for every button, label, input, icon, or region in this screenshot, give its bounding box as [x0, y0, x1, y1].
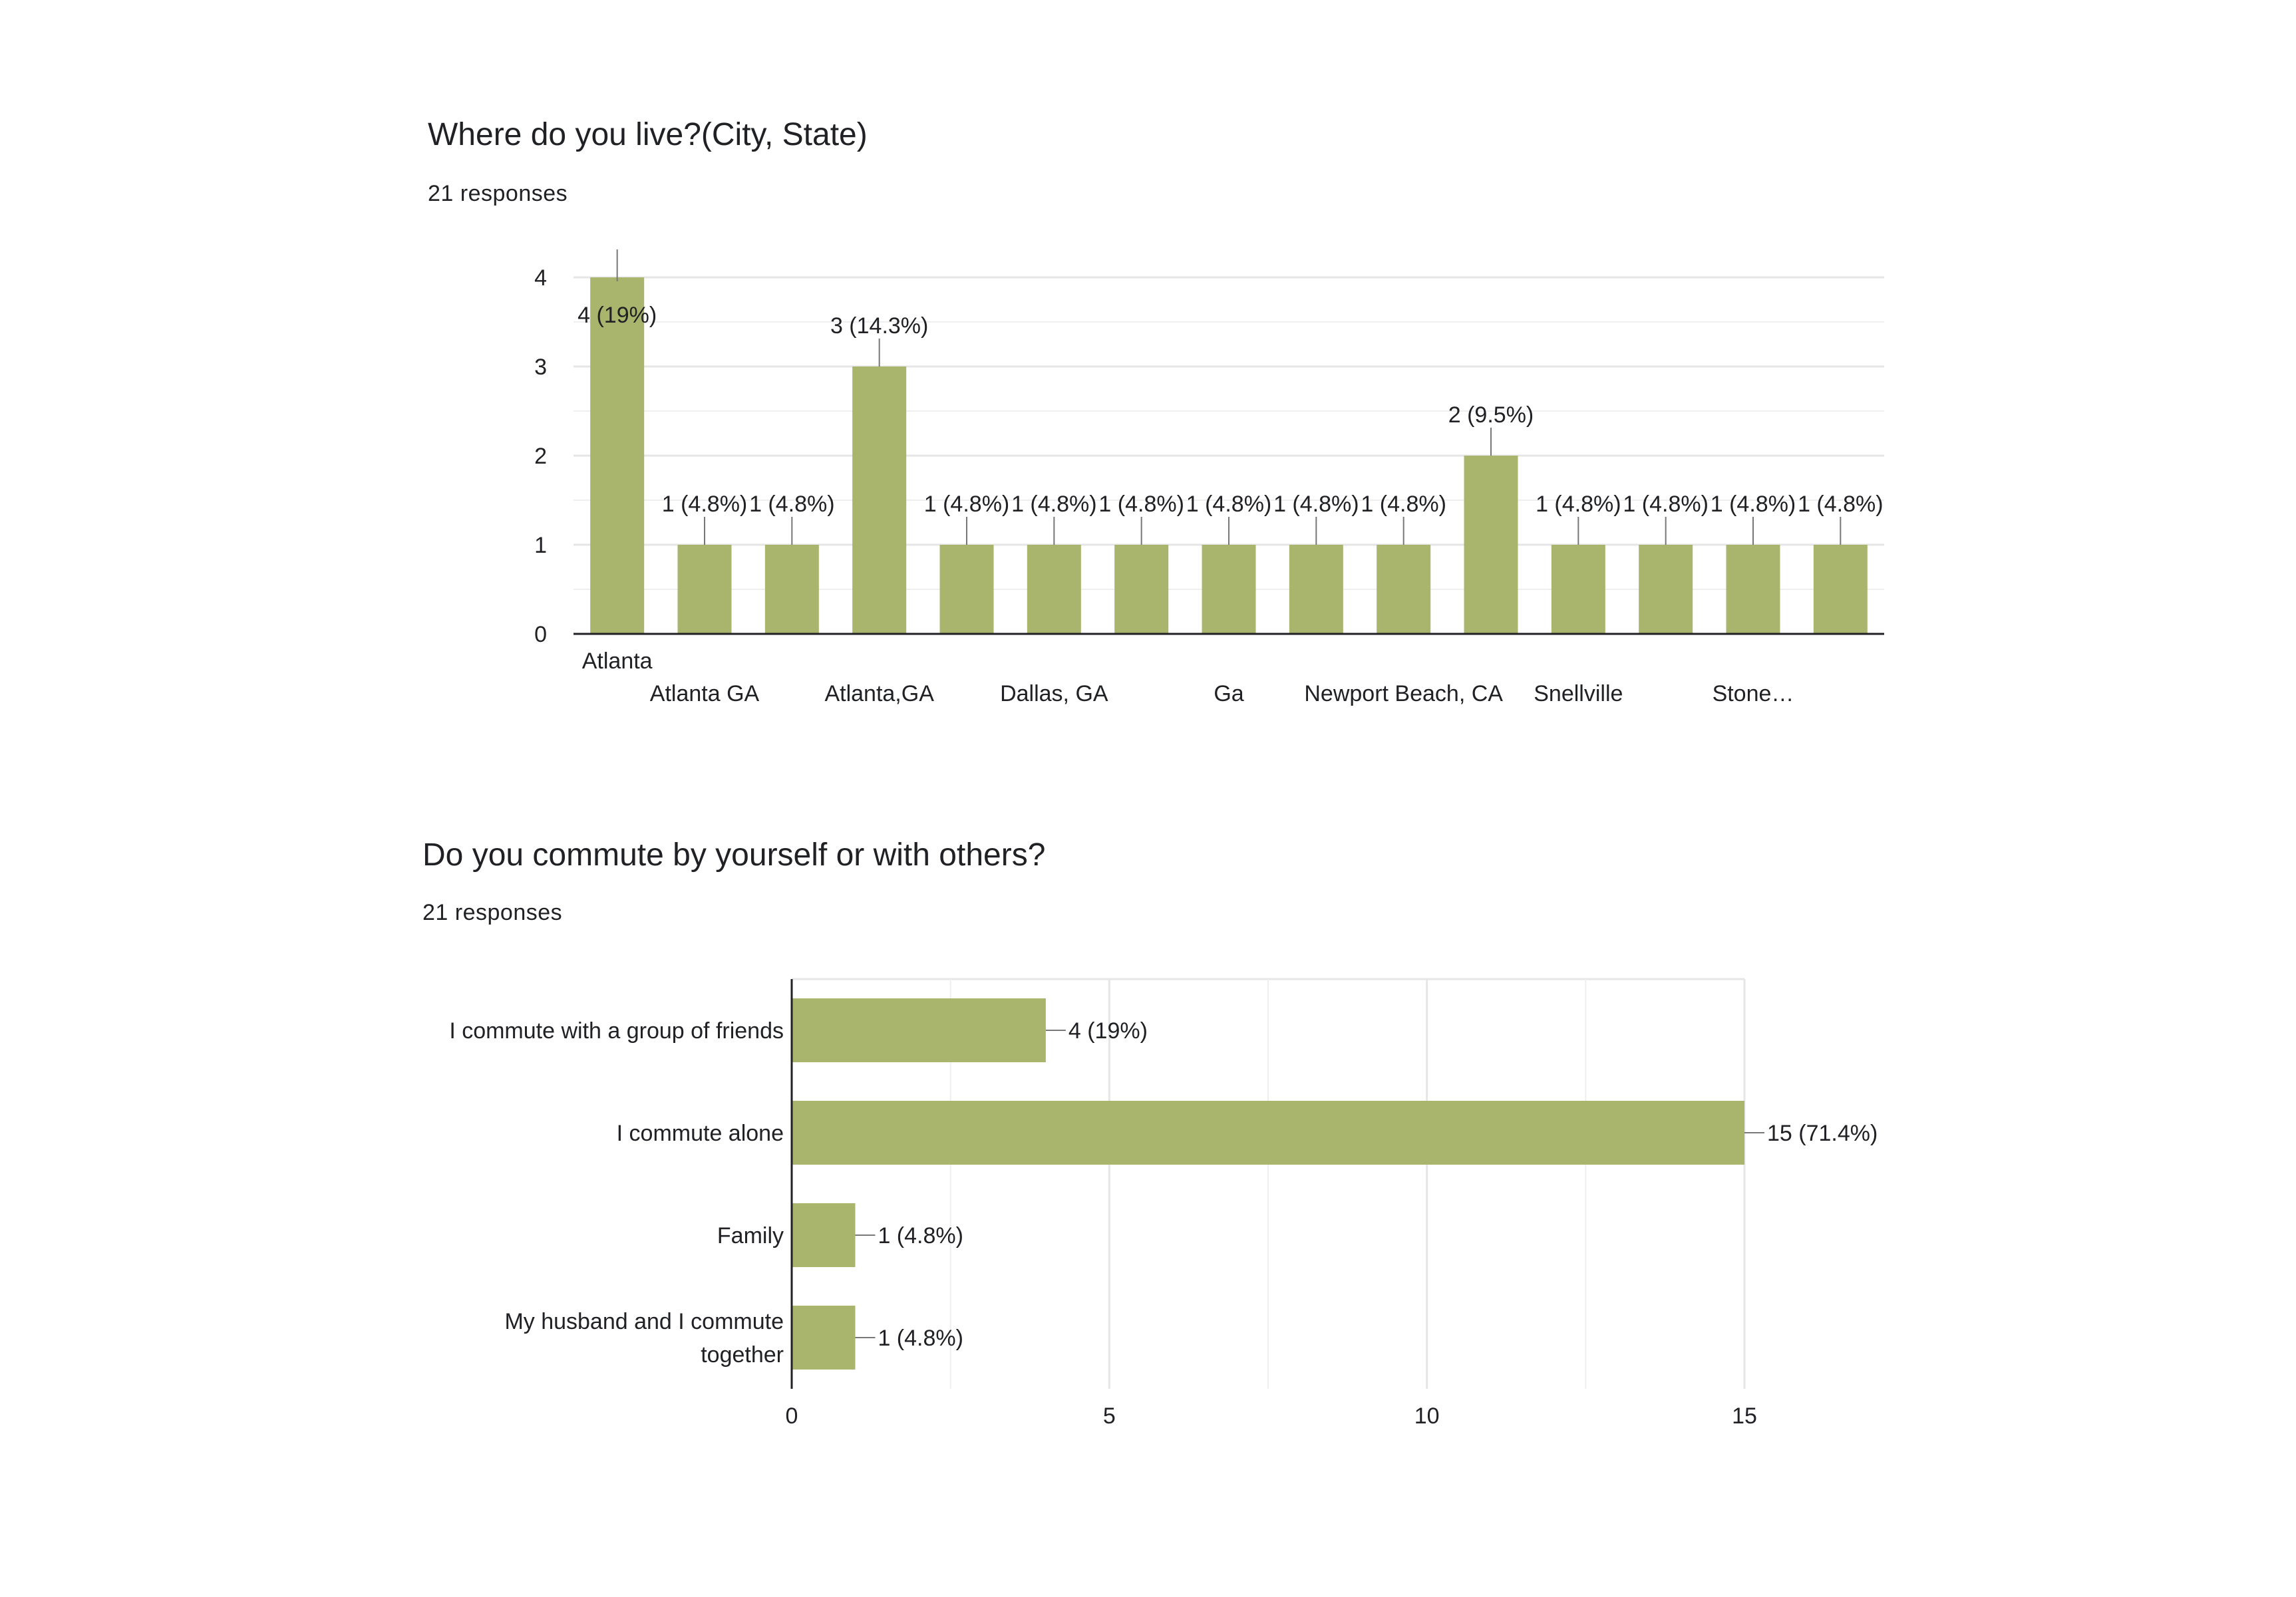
bar — [792, 1306, 856, 1370]
data-label: 1 (4.8%) — [878, 1223, 963, 1248]
y-tick-label: My husband and I commute — [504, 1309, 784, 1334]
y-tick-label: 4 — [534, 265, 547, 291]
x-tick-label: Atlanta,GA — [824, 681, 934, 706]
data-label: 4 (19%) — [1068, 1018, 1148, 1044]
bar — [939, 545, 994, 634]
x-tick-label: Atlanta — [582, 649, 653, 674]
data-label: 1 (4.8%) — [878, 1326, 963, 1351]
x-tick-label: 0 — [786, 1403, 798, 1429]
data-label: 1 (4.8%) — [924, 492, 1010, 517]
question-title-commute: Do you commute by yourself or with other… — [422, 837, 1046, 873]
data-label: 1 (4.8%) — [1186, 492, 1272, 517]
data-label: 4 (19%) — [577, 303, 657, 328]
y-tick-label: 3 — [534, 355, 547, 380]
y-tick-label: together — [701, 1342, 784, 1368]
bar — [1027, 545, 1081, 634]
data-label: 1 (4.8%) — [1098, 492, 1184, 517]
x-tick-label: Newport Beach, CA — [1304, 681, 1503, 706]
bar — [677, 545, 732, 634]
x-tick-label: 15 — [1732, 1403, 1757, 1429]
data-label: 1 (4.8%) — [1536, 492, 1621, 517]
x-tick-label: Stone… — [1713, 681, 1794, 706]
y-tick-label: I commute with a group of friends — [449, 1018, 784, 1044]
bar — [764, 545, 819, 634]
bar — [852, 366, 907, 634]
data-label: 1 (4.8%) — [1011, 492, 1097, 517]
bar — [1289, 545, 1343, 634]
data-label: 1 (4.8%) — [1361, 492, 1446, 517]
bar — [792, 1203, 856, 1267]
bar — [590, 277, 645, 634]
response-count-commute: 21 responses — [422, 900, 563, 925]
bar — [1813, 545, 1868, 634]
y-tick-label: 2 — [534, 444, 547, 469]
bar — [1639, 545, 1693, 634]
bar — [1202, 545, 1256, 634]
y-tick-label: 1 — [534, 533, 547, 558]
y-tick-label: Family — [717, 1223, 784, 1248]
bar — [792, 1101, 1744, 1165]
x-tick-label: 5 — [1103, 1403, 1116, 1429]
x-tick-label: Ga — [1214, 681, 1243, 706]
bar — [792, 998, 1046, 1062]
response-count-location: 21 responses — [428, 181, 568, 206]
bar — [1114, 545, 1169, 634]
data-label: 1 (4.8%) — [749, 492, 835, 517]
data-label: 15 (71.4%) — [1767, 1121, 1878, 1146]
data-label: 1 (4.8%) — [1711, 492, 1796, 517]
data-label: 1 (4.8%) — [1623, 492, 1709, 517]
data-label: 1 (4.8%) — [1798, 492, 1884, 517]
bar — [1377, 545, 1431, 634]
y-tick-label: 0 — [534, 622, 547, 647]
x-tick-label: Atlanta GA — [650, 681, 760, 706]
x-tick-label: Snellville — [1534, 681, 1623, 706]
x-tick-label: 10 — [1414, 1403, 1440, 1429]
data-label: 1 (4.8%) — [662, 492, 748, 517]
bar — [1551, 545, 1605, 634]
bar — [1464, 456, 1518, 634]
data-label: 1 (4.8%) — [1273, 492, 1359, 517]
data-label: 3 (14.3%) — [830, 313, 928, 339]
data-label: 2 (9.5%) — [1448, 402, 1534, 428]
question-title-location: Where do you live?(City, State) — [428, 117, 868, 152]
bar — [1726, 545, 1780, 634]
x-tick-label: Dallas, GA — [1000, 681, 1108, 706]
y-tick-label: I commute alone — [617, 1121, 784, 1146]
